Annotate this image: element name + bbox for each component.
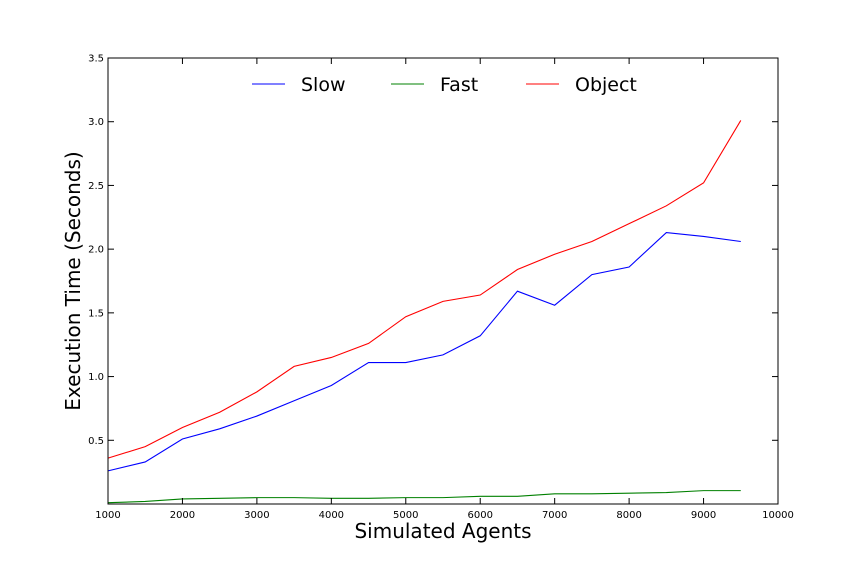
- y-tick-label: 1.5: [88, 308, 104, 319]
- legend-label-object: Object: [575, 74, 637, 96]
- x-tick-label: 6000: [467, 510, 492, 521]
- plot-area: [108, 58, 778, 504]
- y-axis-title: Execution Time (Seconds): [61, 151, 85, 410]
- x-tick-label: 9000: [691, 510, 716, 521]
- x-tick-label: 3000: [244, 510, 269, 521]
- x-tick-label: 8000: [616, 510, 641, 521]
- x-tick-label: 4000: [319, 510, 344, 521]
- legend-label-fast: Fast: [440, 74, 478, 96]
- plot-frame: [107, 57, 779, 505]
- x-tick-label: 10000: [762, 510, 794, 521]
- legend-label-slow: Slow: [301, 74, 346, 96]
- series-line-slow: [107, 232, 741, 472]
- series-layer: [107, 120, 742, 504]
- y-tick-label: 3.5: [88, 54, 104, 65]
- y-tick-label: 1.0: [88, 372, 104, 383]
- legend: Slow Fast Object: [252, 74, 637, 96]
- x-tick-label: 5000: [393, 510, 418, 521]
- x-axis-title: Simulated Agents: [354, 519, 531, 543]
- x-tick-label: 7000: [542, 510, 567, 521]
- ticks-layer: 1000 2000 3000 4000 5000 6000 7000 8000 9000 1000…: [88, 54, 794, 522]
- series-line-fast: [107, 490, 741, 504]
- series-line-object: [107, 120, 742, 459]
- y-tick-label: 0.5: [88, 436, 104, 447]
- x-tick-label: 1000: [95, 510, 120, 521]
- x-tick-label: 2000: [170, 510, 195, 521]
- y-tick-label: 2.0: [88, 245, 104, 256]
- y-tick-label: 2.5: [88, 181, 104, 192]
- y-tick-label: 3.0: [88, 117, 104, 128]
